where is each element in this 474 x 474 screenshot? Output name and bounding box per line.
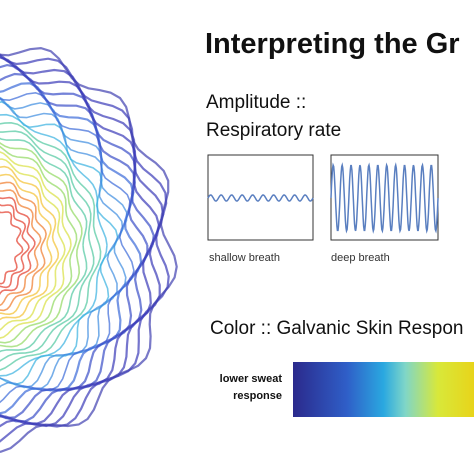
ring	[0, 101, 119, 386]
ring	[0, 158, 66, 331]
ring	[0, 189, 42, 307]
ring	[0, 196, 36, 296]
ring	[0, 63, 155, 423]
ring	[0, 96, 124, 389]
deep-wave	[330, 162, 439, 234]
caption: deep breath	[331, 252, 390, 264]
ring	[0, 165, 60, 321]
caption: shallow breath	[209, 252, 280, 264]
ring	[0, 181, 47, 312]
title: Interpreting the Gr	[205, 28, 460, 60]
ring	[0, 97, 128, 391]
ring	[0, 46, 178, 453]
heading: Amplitude ::	[206, 92, 307, 113]
ring	[0, 56, 161, 426]
scale-label: lower sweat	[219, 373, 282, 385]
ring	[0, 121, 102, 371]
ring	[0, 203, 30, 289]
ring	[0, 137, 88, 353]
heading: Color :: Galvanic Skin Respon	[210, 318, 464, 339]
scale-label: response	[233, 390, 282, 402]
ring	[0, 145, 78, 344]
heading: Respiratory rate	[206, 120, 342, 141]
ring	[0, 130, 95, 362]
ring	[0, 142, 83, 348]
ring	[0, 151, 72, 339]
ring	[0, 173, 53, 316]
shallow-wave	[207, 194, 314, 202]
gsr-gradient	[293, 362, 474, 417]
breath-visualization	[0, 46, 178, 453]
ring	[0, 53, 165, 428]
ring	[0, 211, 24, 285]
